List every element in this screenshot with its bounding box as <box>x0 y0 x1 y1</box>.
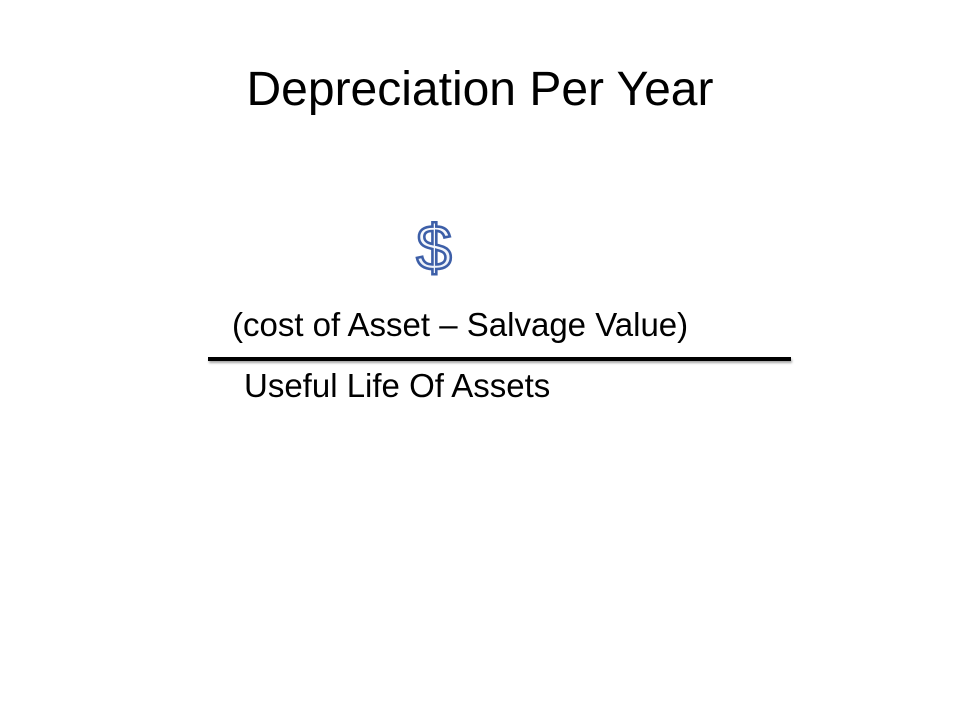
formula-denominator: Useful Life Of Assets <box>244 367 551 404</box>
formula-numerator: (cost of Asset – Salvage Value) <box>232 306 689 343</box>
fraction-bar <box>208 357 791 361</box>
slide-title: Depreciation Per Year <box>246 63 714 116</box>
dollar-sign-glyph: $ <box>416 212 452 282</box>
dollar-sign-icon: $ <box>415 212 453 282</box>
